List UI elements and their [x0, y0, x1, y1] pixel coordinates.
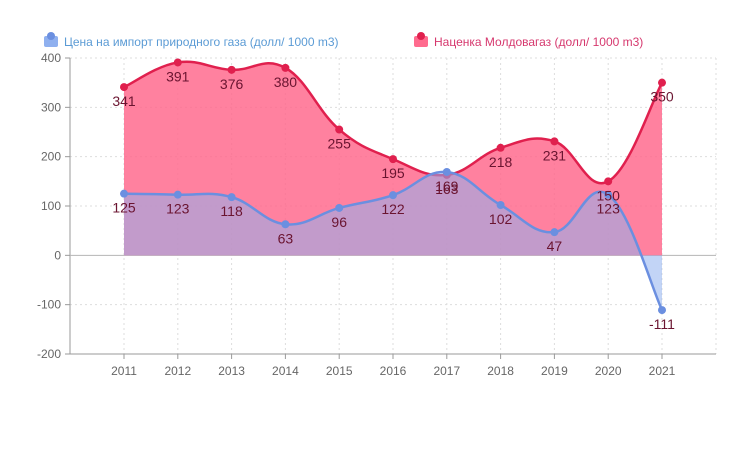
x-tick-label: 2018	[487, 364, 514, 378]
series-0	[120, 167, 666, 315]
legend-swatch	[414, 36, 428, 47]
y-tick-label: 200	[41, 150, 61, 164]
data-label: 96	[331, 214, 347, 230]
series-point	[604, 190, 613, 199]
y-tick-label: -100	[37, 298, 61, 312]
series-point	[389, 191, 397, 200]
series-point	[550, 137, 559, 146]
series-1	[120, 58, 666, 256]
data-label: 169	[435, 178, 459, 194]
legend-swatch	[44, 36, 58, 47]
data-label: 125	[112, 200, 136, 216]
data-label: 218	[489, 154, 513, 170]
series-point	[550, 228, 559, 237]
x-tick-label: 2019	[541, 364, 568, 378]
y-tick-label: 400	[41, 51, 61, 65]
data-label: 123	[166, 201, 190, 217]
x-tick-label: 2012	[164, 364, 191, 378]
series-point	[281, 63, 290, 72]
series-point	[335, 125, 344, 134]
x-tick-label: 2016	[380, 364, 407, 378]
series-point	[658, 306, 666, 315]
data-label: 63	[278, 230, 294, 246]
y-tick-label: -200	[37, 347, 61, 361]
data-label: 376	[220, 76, 244, 92]
series-line	[123, 60, 664, 185]
data-labels-1: 341 391 376 380 255 195 163 218 231 150 350	[112, 68, 674, 203]
data-label: 102	[489, 211, 513, 227]
x-tick-label: 2020	[595, 364, 622, 378]
x-tick-label: 2014	[272, 364, 299, 378]
series-point	[496, 143, 505, 152]
data-label: 195	[381, 165, 405, 181]
data-labels-0: 125 123 118 63 96 122 169 102 47 123 -111	[112, 178, 675, 332]
data-label: 122	[381, 201, 405, 217]
series-point	[173, 190, 182, 199]
data-label: -111	[649, 316, 675, 332]
legend-item: Наценка Молдовагаз (долл/ 1000 m3)	[414, 32, 643, 49]
legend-label: Цена на импорт природного газа (долл/ 10…	[64, 35, 339, 49]
data-label: 380	[274, 74, 298, 90]
series-point	[173, 58, 182, 67]
data-label: 163	[435, 181, 459, 197]
series-area	[124, 171, 662, 311]
series-point	[227, 65, 236, 74]
series-point	[120, 189, 128, 198]
legend: Цена на импорт природного газа (долл/ 10…	[44, 32, 643, 49]
series-point	[227, 193, 236, 202]
legend-label: Наценка Молдовагаз (долл/ 1000 m3)	[434, 35, 643, 49]
series-point	[335, 203, 344, 212]
x-tick-label: 2021	[649, 364, 676, 378]
legend-marker	[47, 32, 55, 40]
data-label: 47	[547, 238, 563, 254]
data-label: 123	[597, 201, 621, 217]
y-tick-label: 0	[54, 248, 61, 262]
series-point	[604, 177, 613, 186]
series-point	[442, 167, 451, 176]
axes: 400 300 200 100 0 -100 -200 2011 2012 2013 2014 201…	[37, 51, 716, 378]
series-point	[658, 78, 666, 87]
series-point	[281, 220, 290, 229]
x-tick-label: 2015	[326, 364, 353, 378]
series-point	[120, 83, 128, 92]
y-tick-label: 100	[41, 199, 61, 213]
series-area	[124, 61, 662, 256]
legend-marker	[417, 32, 425, 40]
x-tick-label: 2011	[111, 364, 137, 378]
series-point	[496, 201, 505, 210]
data-label: 255	[328, 136, 352, 152]
y-tick-label: 300	[41, 100, 61, 114]
data-label: 391	[166, 68, 190, 84]
data-label: 341	[112, 93, 136, 109]
series-point	[389, 155, 397, 164]
data-label: 350	[650, 89, 674, 105]
legend-item: Цена на импорт природного газа (долл/ 10…	[44, 32, 339, 49]
x-tick-label: 2017	[433, 364, 460, 378]
data-label: 118	[220, 203, 243, 219]
data-label: 231	[543, 147, 567, 163]
data-label: 150	[597, 187, 621, 203]
x-tick-label: 2013	[218, 364, 245, 378]
